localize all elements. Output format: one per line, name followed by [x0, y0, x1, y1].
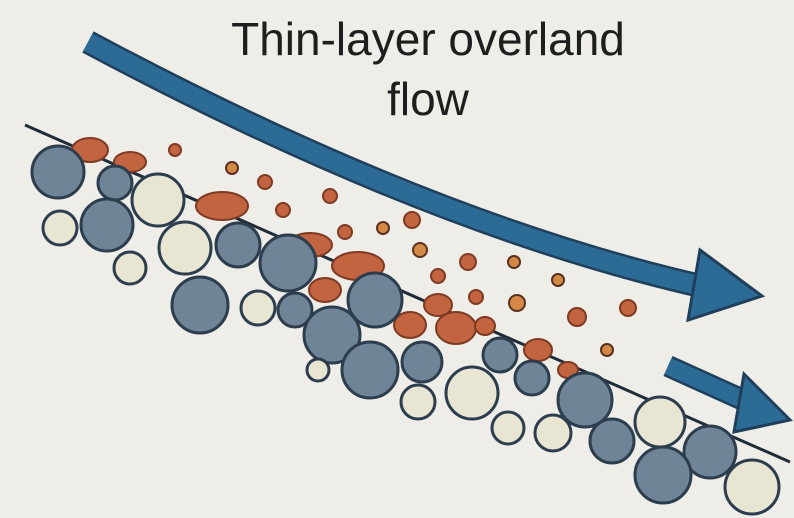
title-line: flow [387, 73, 470, 125]
illustration: Thin-layer overland flow [0, 0, 794, 518]
title-line: Thin-layer overland [231, 13, 625, 65]
